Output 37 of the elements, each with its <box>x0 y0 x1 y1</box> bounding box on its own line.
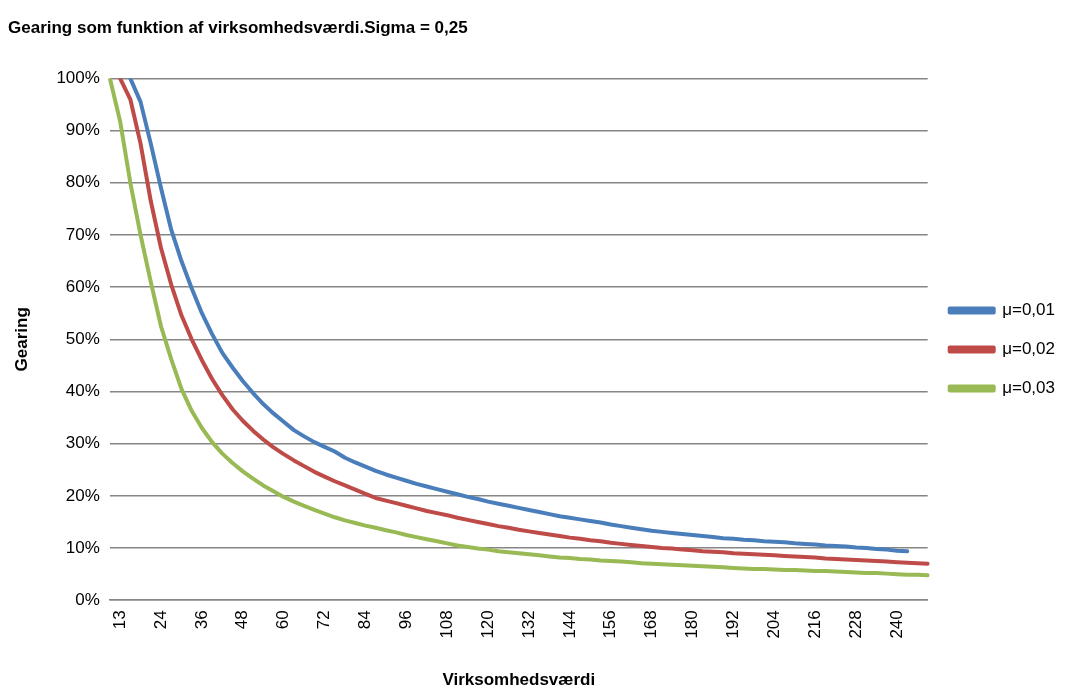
x-tick-label: 180 <box>682 610 702 639</box>
y-tick-label: 90% <box>65 120 100 140</box>
x-tick-label: 36 <box>191 610 211 630</box>
x-tick-label: 240 <box>886 610 906 639</box>
x-tick-label: 48 <box>232 610 252 630</box>
legend-label: μ=0,01 <box>1002 300 1055 320</box>
x-tick-label: 156 <box>600 610 620 639</box>
y-tick-label: 100% <box>56 68 100 88</box>
x-axis-title: Virksomhedsværdi <box>442 670 596 690</box>
x-tick-label: 132 <box>518 610 538 639</box>
legend-label: μ=0,02 <box>1002 339 1055 359</box>
x-tick-label: 96 <box>396 610 416 630</box>
y-tick-label: 40% <box>65 381 100 401</box>
y-tick-label: 80% <box>65 172 100 192</box>
x-tick-label: 60 <box>273 610 293 630</box>
x-tick-label: 72 <box>314 610 334 630</box>
y-tick-label: 0% <box>75 589 100 609</box>
x-tick-label: 24 <box>150 610 170 630</box>
x-tick-label: 168 <box>641 610 661 639</box>
x-tick-label: 204 <box>764 610 784 639</box>
y-tick-label: 30% <box>65 433 100 453</box>
legend-label: μ=0,03 <box>1002 378 1055 398</box>
y-axis-title: Gearing <box>11 307 31 372</box>
x-tick-label: 192 <box>723 610 743 639</box>
y-tick-label: 70% <box>65 224 100 244</box>
y-tick-label: 60% <box>65 276 100 296</box>
y-tick-label: 50% <box>65 329 100 349</box>
x-tick-label: 84 <box>355 610 375 630</box>
chart-title: Gearing som funktion af virksomhedsværdi.Sigma = 0,25 <box>8 17 468 37</box>
y-tick-label: 20% <box>65 485 100 505</box>
x-tick-label: 108 <box>436 610 456 639</box>
x-tick-label: 13 <box>109 610 129 630</box>
x-tick-label: 228 <box>845 610 865 639</box>
x-tick-label: 144 <box>559 610 579 639</box>
x-tick-label: 120 <box>477 610 497 639</box>
x-tick-label: 216 <box>804 610 824 639</box>
y-tick-label: 10% <box>65 537 100 557</box>
